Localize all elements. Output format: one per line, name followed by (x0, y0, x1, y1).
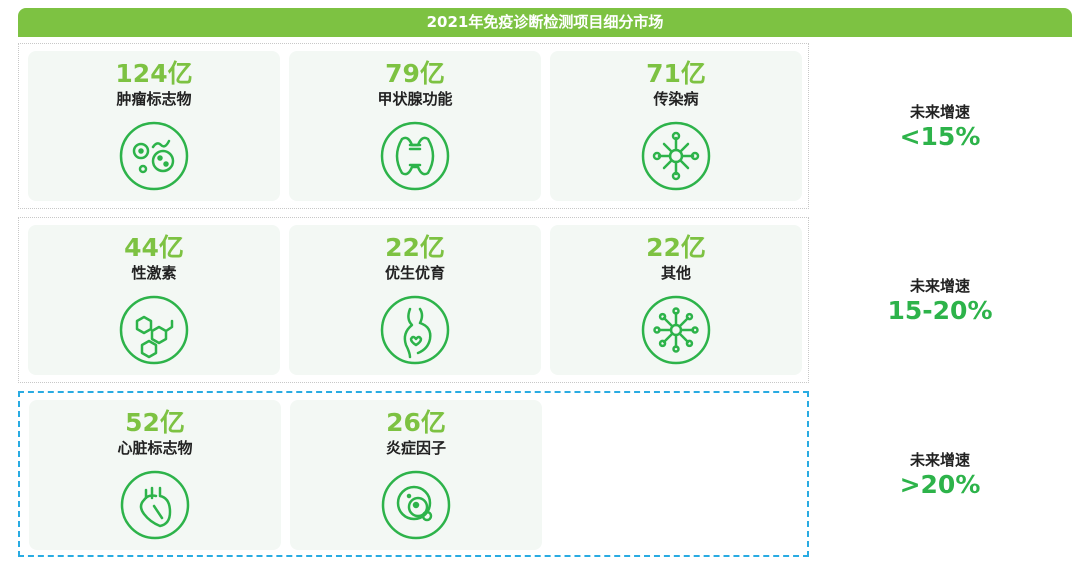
network-node-icon (641, 295, 711, 365)
growth-rate: 未来增速 <15% (850, 101, 1030, 152)
segment-card: 44亿 性激素 (28, 225, 280, 375)
growth-value: <15% (899, 122, 981, 151)
market-value: 26亿 (386, 408, 446, 437)
thyroid-icon (380, 121, 450, 191)
cell-icon (381, 470, 451, 540)
growth-label: 未来增速 (909, 451, 970, 469)
segment-row: 124亿 肿瘤标志物 79亿 甲状腺功能 71亿 传染病 (18, 43, 809, 209)
segment-name: 其他 (660, 264, 691, 282)
market-value: 52亿 (125, 408, 185, 437)
virus-network-icon (641, 121, 711, 191)
market-value: 22亿 (646, 233, 706, 262)
growth-label: 未来增速 (909, 103, 970, 121)
segment-card: 71亿 传染病 (550, 51, 802, 201)
segment-row: 44亿 性激素 22亿 优生优育 22亿 其他 (18, 217, 809, 383)
market-value: 71亿 (646, 59, 706, 88)
segment-name: 炎症因子 (385, 439, 446, 457)
segment-row: 52亿 心脏标志物 26亿 炎症因子 (18, 391, 809, 557)
segment-card: 124亿 肿瘤标志物 (28, 51, 280, 201)
market-value: 124亿 (115, 59, 193, 88)
market-value: 22亿 (385, 233, 445, 262)
segment-name: 甲状腺功能 (377, 90, 453, 108)
heart-icon (120, 470, 190, 540)
tumor-cells-icon (119, 121, 189, 191)
market-value: 44亿 (124, 233, 184, 262)
molecule-hexagon-icon (119, 295, 189, 365)
segment-name: 肿瘤标志物 (116, 90, 192, 108)
pregnancy-icon (380, 295, 450, 365)
segment-card: 52亿 心脏标志物 (29, 400, 281, 550)
chart-title: 2021年免疫诊断检测项目细分市场 (18, 8, 1072, 37)
growth-label: 未来增速 (909, 277, 970, 295)
growth-rate: 未来增速 >20% (850, 449, 1030, 500)
growth-value: >20% (899, 470, 981, 499)
segment-card: 79亿 甲状腺功能 (289, 51, 541, 201)
segment-card: 22亿 优生优育 (289, 225, 541, 375)
segment-name: 优生优育 (384, 264, 445, 282)
segment-card: 26亿 炎症因子 (290, 400, 542, 550)
market-value: 79亿 (385, 59, 445, 88)
growth-value: 15-20% (887, 296, 993, 325)
segment-name: 心脏标志物 (117, 439, 193, 457)
segment-name: 传染病 (653, 90, 699, 108)
segment-card: 22亿 其他 (550, 225, 802, 375)
segment-name: 性激素 (131, 264, 177, 282)
growth-rate: 未来增速 15-20% (850, 275, 1030, 326)
